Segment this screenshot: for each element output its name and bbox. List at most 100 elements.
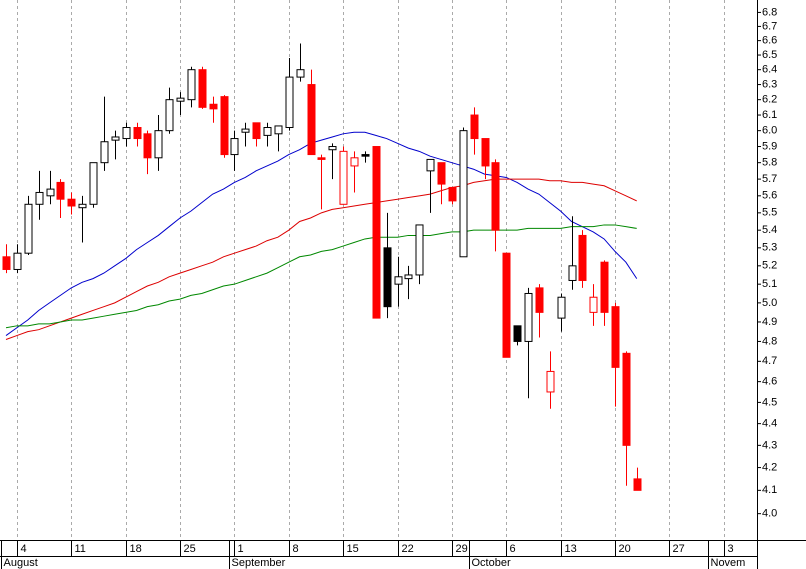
candles bbox=[2, 43, 642, 491]
month-label: August bbox=[4, 557, 38, 569]
candle-body bbox=[426, 158, 435, 172]
y-tick-label: 5.1 bbox=[762, 278, 777, 290]
moving-average-line bbox=[5, 131, 638, 336]
y-tick-label: 6.0 bbox=[762, 125, 777, 137]
candle-body bbox=[285, 76, 294, 129]
candle-body bbox=[611, 306, 620, 368]
x-tick-label: 22 bbox=[402, 543, 414, 555]
y-tick-label: 4.4 bbox=[762, 418, 777, 430]
x-tick-label: 8 bbox=[293, 543, 299, 555]
y-tick-label: 4.5 bbox=[762, 396, 777, 408]
y-tick-label: 4.2 bbox=[762, 461, 777, 473]
candle-body bbox=[165, 99, 174, 132]
y-tick-label: 5.7 bbox=[762, 173, 777, 185]
x-tick-label: 20 bbox=[619, 543, 631, 555]
candle-body bbox=[350, 157, 359, 167]
candle-body bbox=[46, 188, 55, 197]
y-tick-label: 4.7 bbox=[762, 355, 777, 367]
y-tick-label: 6.4 bbox=[762, 64, 777, 76]
candle-body bbox=[176, 97, 185, 102]
y-tick-label: 5.2 bbox=[762, 260, 777, 272]
month-label: September bbox=[232, 557, 286, 569]
candle-body bbox=[296, 69, 305, 78]
candle-body bbox=[502, 252, 511, 358]
candle-body bbox=[372, 146, 381, 319]
y-tick-label: 5.9 bbox=[762, 140, 777, 152]
candle-body bbox=[578, 234, 587, 281]
candle-body bbox=[89, 162, 98, 205]
x-tick-label: 25 bbox=[184, 543, 196, 555]
y-tick-label: 5.4 bbox=[762, 224, 777, 236]
x-tick-label: 13 bbox=[565, 543, 577, 555]
moving-averages bbox=[5, 131, 638, 340]
candle-body bbox=[404, 274, 413, 280]
x-tick-label: 29 bbox=[456, 543, 468, 555]
x-tick-label: 1 bbox=[238, 543, 244, 555]
y-tick-label: 4.9 bbox=[762, 316, 777, 328]
moving-average-line bbox=[5, 178, 637, 340]
candle-body bbox=[241, 128, 250, 133]
month-label: Novem bbox=[711, 557, 746, 569]
candle-body bbox=[24, 203, 33, 254]
candle-body bbox=[274, 125, 283, 135]
y-tick-label: 5.5 bbox=[762, 207, 777, 219]
candle-body bbox=[111, 136, 120, 141]
candle-body bbox=[209, 103, 218, 110]
candle-body bbox=[263, 127, 272, 136]
candle-body bbox=[143, 133, 152, 159]
candle-body bbox=[133, 127, 142, 140]
y-tick-label: 5.8 bbox=[762, 157, 777, 169]
y-tick-label: 5.6 bbox=[762, 190, 777, 202]
candle-body bbox=[546, 370, 555, 393]
candle-body bbox=[383, 247, 392, 308]
candle-body bbox=[535, 287, 544, 313]
candle-body bbox=[448, 186, 457, 202]
y-tick-label: 6.7 bbox=[762, 20, 777, 32]
y-tick-label: 4.0 bbox=[762, 508, 777, 520]
x-tick-label: 15 bbox=[347, 543, 359, 555]
y-tick-label: 4.8 bbox=[762, 335, 777, 347]
candle-body bbox=[307, 84, 316, 156]
candle-body bbox=[187, 69, 196, 101]
y-tick-label: 6.2 bbox=[762, 94, 777, 106]
x-tick-label: 27 bbox=[673, 543, 685, 555]
y-tick-label: 6.6 bbox=[762, 35, 777, 47]
candle-body bbox=[100, 141, 109, 164]
candle-body bbox=[154, 130, 163, 159]
y-tick-label: 5.3 bbox=[762, 242, 777, 254]
candle-body bbox=[2, 256, 11, 270]
x-tick-label: 4 bbox=[21, 543, 27, 555]
x-tick-label: 18 bbox=[130, 543, 142, 555]
candle-body bbox=[122, 127, 131, 140]
y-tick-label: 4.1 bbox=[762, 484, 777, 496]
moving-average-line bbox=[5, 224, 637, 329]
x-tick-label: 11 bbox=[75, 543, 86, 555]
candle-body bbox=[557, 296, 566, 319]
candle-body bbox=[230, 138, 239, 156]
candle-body bbox=[589, 296, 598, 313]
x-tick-label: 3 bbox=[728, 543, 734, 555]
candle-body bbox=[415, 224, 424, 276]
candle-body bbox=[437, 162, 446, 185]
candle-body bbox=[198, 69, 207, 108]
candle-body bbox=[481, 138, 490, 167]
candle-body bbox=[35, 191, 44, 205]
candle-body bbox=[361, 154, 370, 157]
candle-body bbox=[13, 252, 22, 270]
candle-body bbox=[568, 265, 577, 281]
x-tick-label: 6 bbox=[510, 543, 516, 555]
candle-body bbox=[600, 261, 609, 313]
y-tick-label: 6.8 bbox=[762, 6, 777, 18]
y-tick-label: 6.1 bbox=[762, 109, 777, 121]
candle-body bbox=[252, 122, 261, 140]
y-tick-label: 6.5 bbox=[762, 49, 777, 61]
candle-body bbox=[328, 146, 337, 151]
candle-body bbox=[339, 150, 348, 205]
y-tick-label: 4.6 bbox=[762, 376, 777, 388]
candle-body bbox=[317, 157, 326, 160]
candle-body bbox=[470, 114, 479, 140]
candle-body bbox=[633, 478, 642, 491]
candle-body bbox=[622, 352, 631, 446]
candle-body bbox=[220, 96, 229, 156]
candle-body bbox=[394, 276, 403, 285]
